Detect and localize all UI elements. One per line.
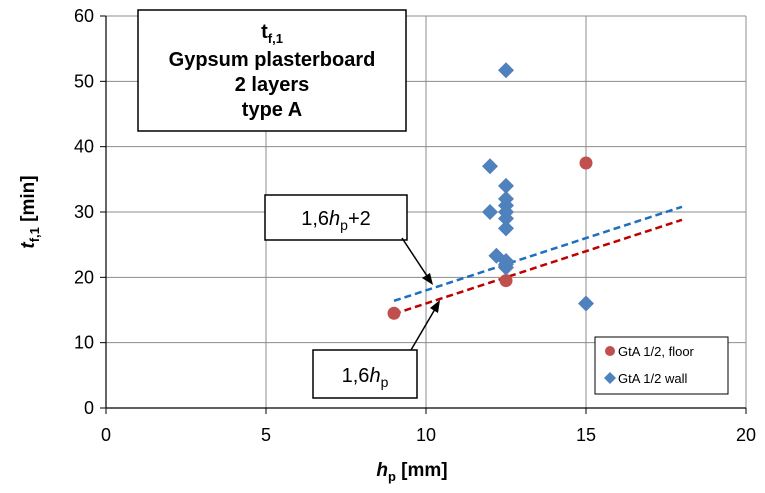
x-tick-label: 15 xyxy=(576,425,596,445)
wall-point xyxy=(482,158,498,175)
line-label-lower-arrowhead xyxy=(430,300,440,313)
y-axis-title-unit: [min] xyxy=(18,175,39,227)
line-label-upper-text: 1,6hp+2 xyxy=(301,208,371,233)
y-tick-label: 10 xyxy=(74,333,94,353)
wall-point xyxy=(488,247,505,264)
legend-frame xyxy=(594,336,729,395)
wall-point xyxy=(578,295,594,312)
chart-title-box: tf,1 Gypsum plasterboard 2 layers type A xyxy=(137,9,407,132)
floor-point xyxy=(499,274,513,288)
title-line-3: type A xyxy=(242,99,302,121)
legend-floor-marker xyxy=(605,346,615,356)
line-label-lower: 1,6hp xyxy=(312,300,440,399)
line-label-upper-var: h xyxy=(329,208,340,230)
floor-point xyxy=(579,156,593,170)
legend-wall-marker xyxy=(604,372,616,384)
wall-point xyxy=(482,204,498,220)
line-label-upper-arrowhead xyxy=(422,273,433,285)
x-tick-label: 5 xyxy=(261,425,271,445)
x-axis-title: hp [mm] xyxy=(376,460,447,484)
y-tick-label: 60 xyxy=(74,6,94,26)
legend-floor-label: GtA 1/2, floor xyxy=(618,344,695,359)
line-label-upper: 1,6hp+2 xyxy=(264,194,433,285)
y-tick-label: 30 xyxy=(74,202,94,222)
x-tick-label: 20 xyxy=(736,425,756,445)
x-axis-title-main: h xyxy=(376,460,388,481)
title-line-1: Gypsum plasterboard xyxy=(169,49,376,71)
y-tick-label: 0 xyxy=(84,398,94,418)
title-line-2: 2 layers xyxy=(235,74,310,96)
title-box-frame xyxy=(137,9,407,132)
axes xyxy=(100,15,747,414)
line-label-lower-sub: p xyxy=(381,374,389,390)
line-label-upper-suffix: +2 xyxy=(348,208,371,230)
x-tick-label: 0 xyxy=(101,425,111,445)
floor-point xyxy=(387,306,401,320)
y-tick-label: 20 xyxy=(74,267,94,287)
title-symbol-main: t xyxy=(261,21,268,43)
y-tick-label: 50 xyxy=(74,71,94,91)
data-points xyxy=(387,62,594,320)
y-tick-label: 40 xyxy=(74,137,94,157)
x-axis-title-unit: [mm] xyxy=(396,460,448,481)
line-label-upper-sub: p xyxy=(340,217,348,233)
line-label-lower-arrow xyxy=(410,303,439,351)
line-label-lower-var: h xyxy=(369,365,380,387)
wall-point xyxy=(498,210,514,227)
line-label-lower-main: 1,6 xyxy=(342,365,370,387)
fit-line-lower xyxy=(393,218,683,316)
x-axis-title-sub: p xyxy=(388,469,396,484)
line-label-upper-box xyxy=(264,194,408,241)
y-axis-title: tf,1 [min] xyxy=(18,175,42,248)
reference-lines xyxy=(393,205,683,316)
wall-point xyxy=(498,220,514,237)
x-tick-labels: 0 5 10 15 20 xyxy=(101,425,756,445)
title-symbol: tf,1 xyxy=(261,21,283,46)
line-label-lower-text: 1,6hp xyxy=(342,365,389,390)
legend-wall-label: GtA 1/2 wall xyxy=(618,371,687,386)
wall-point xyxy=(498,259,514,276)
legend: GtA 1/2, floor GtA 1/2 wall xyxy=(594,336,729,395)
line-label-upper-main: 1,6 xyxy=(301,208,329,230)
line-label-upper-arrow xyxy=(401,237,432,283)
fit-line-upper xyxy=(393,205,683,303)
wall-point xyxy=(498,62,514,79)
wall-point xyxy=(498,177,514,194)
x-tick-label: 10 xyxy=(416,425,436,445)
line-label-lower-box xyxy=(312,349,418,399)
y-axis-title-main: t xyxy=(18,242,39,249)
title-symbol-sub: f,1 xyxy=(268,31,283,46)
y-axis-title-sub: f,1 xyxy=(27,227,42,242)
y-tick-labels: 0 10 20 30 40 50 60 xyxy=(74,6,94,418)
